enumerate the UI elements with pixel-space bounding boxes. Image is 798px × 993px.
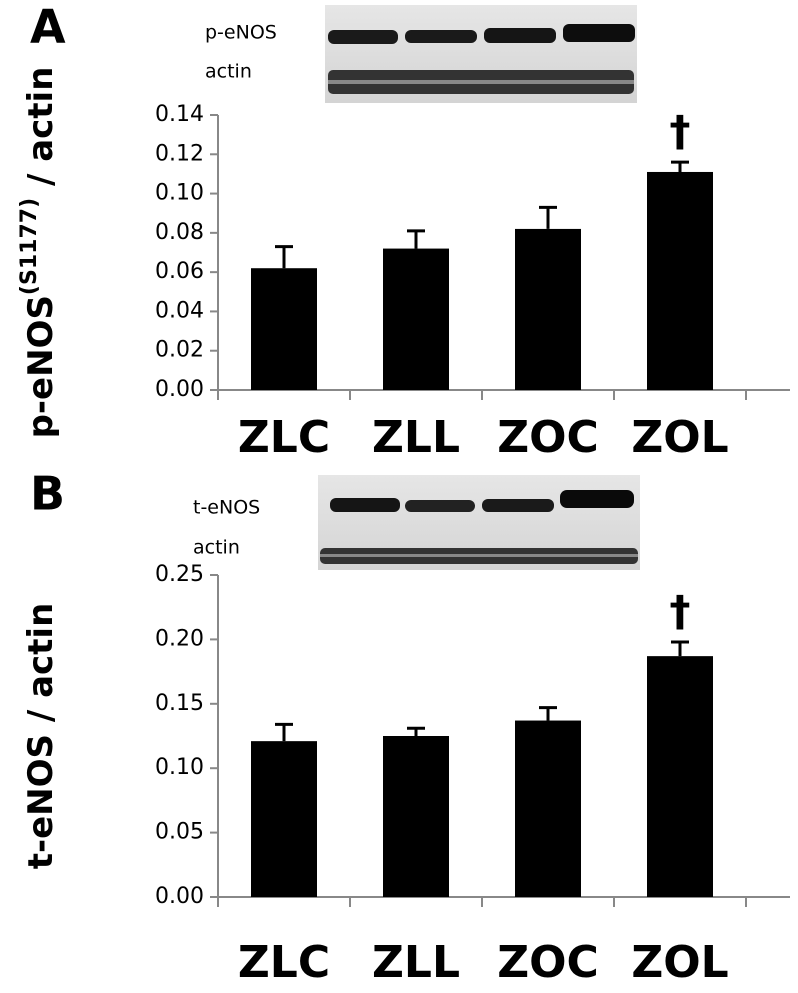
y-tick-label: 0.06: [155, 259, 204, 284]
bar: [383, 248, 449, 390]
y-tick-label: 0.02: [155, 338, 204, 363]
y-tick-label: 0.00: [155, 884, 204, 909]
y-axis-label-part: (S1177): [17, 198, 42, 295]
blot-label: actin: [205, 61, 252, 83]
x-tick-label: ZLC: [238, 937, 330, 988]
x-tick-label: ZOL: [631, 937, 728, 988]
blot-label: t-eNOS: [193, 497, 260, 519]
bar: [383, 736, 449, 897]
y-tick-label: 0.08: [155, 220, 204, 245]
error-bar: [671, 160, 689, 172]
x-tick-label: ZOL: [631, 412, 728, 463]
error-bar: [539, 706, 557, 721]
panel-label: B: [30, 467, 65, 521]
significance-mark: †: [670, 107, 691, 156]
bar: [251, 268, 317, 390]
y-tick-label: 0.12: [155, 141, 204, 166]
y-axis-label: p-eNOS(S1177) / actin: [17, 67, 61, 439]
y-axis-label: t-eNOS / actin: [21, 603, 61, 870]
x-tick-label: ZOC: [497, 937, 599, 988]
error-bar: [275, 245, 293, 269]
error-bar: [407, 229, 425, 249]
y-axis-label-part: / actin: [21, 67, 61, 198]
y-tick-label: 0.10: [155, 181, 204, 206]
blot-image-a: [325, 5, 637, 103]
error-bar: [275, 722, 293, 742]
error-bar: [539, 205, 557, 229]
bar: [647, 171, 713, 390]
x-tick-label: ZLC: [238, 412, 330, 463]
y-tick-label: 0.14: [155, 102, 204, 127]
blot-image-b: [318, 475, 640, 570]
y-tick-label: 0.04: [155, 298, 204, 323]
error-bar: [671, 640, 689, 657]
y-axis-label-part: t-eNOS / actin: [21, 603, 61, 870]
y-tick-label: 0.10: [155, 755, 204, 780]
y-tick-label: 0.00: [155, 377, 204, 402]
x-tick-label: ZLL: [372, 937, 460, 988]
error-bar: [407, 726, 425, 736]
y-axis-label-part: p-eNOS: [21, 295, 61, 438]
y-tick-label: 0.05: [155, 820, 204, 845]
bar: [251, 741, 317, 897]
bar: [515, 228, 581, 390]
x-tick-label: ZLL: [372, 412, 460, 463]
y-tick-label: 0.15: [155, 691, 204, 716]
y-tick-label: 0.25: [155, 562, 204, 587]
bar: [515, 720, 581, 897]
blot-label: p-eNOS: [205, 22, 277, 44]
bar: [647, 656, 713, 897]
y-tick-label: 0.20: [155, 626, 204, 651]
x-tick-label: ZOC: [497, 412, 599, 463]
significance-mark: †: [670, 586, 691, 635]
blot-label: actin: [193, 537, 240, 559]
panel-label: A: [30, 0, 66, 54]
